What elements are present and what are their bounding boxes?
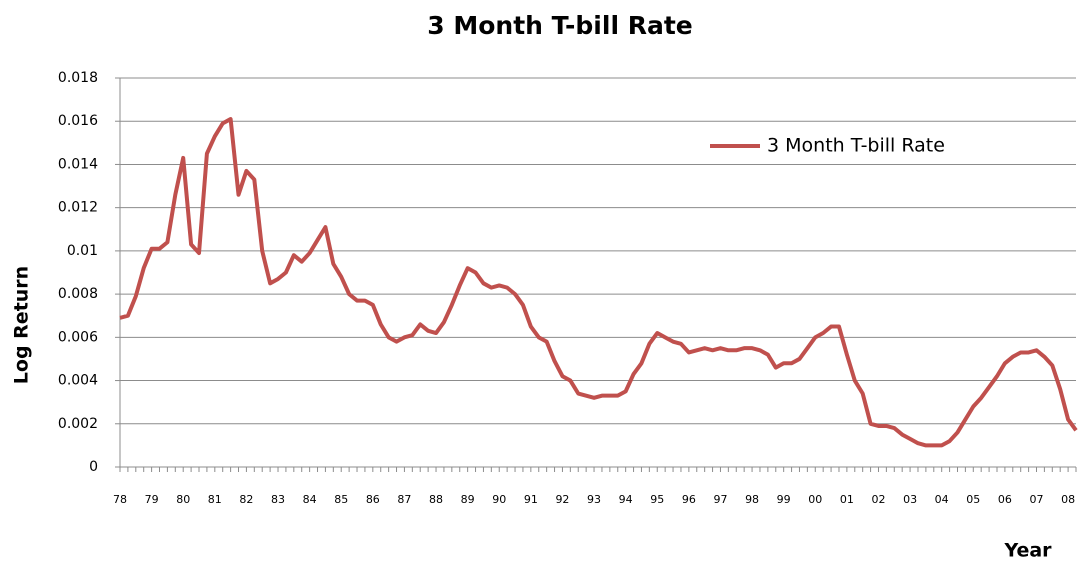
- x-tick-label: 02: [871, 493, 885, 506]
- x-tick-label: 03: [903, 493, 917, 506]
- x-tick-label: 05: [966, 493, 980, 506]
- x-tick-label: 07: [1029, 493, 1043, 506]
- x-tick-label: 94: [619, 493, 633, 506]
- x-tick-label: 01: [840, 493, 854, 506]
- x-tick-label: 84: [303, 493, 317, 506]
- x-tick-label: 93: [587, 493, 601, 506]
- line-series: [119, 117, 1078, 448]
- x-tick-label: 08: [1061, 493, 1075, 506]
- y-tick-label: 0.008: [58, 286, 98, 302]
- x-tick-label: 86: [366, 493, 380, 506]
- y-tick-label: 0.018: [58, 70, 98, 86]
- y-tick-label: 0.01: [67, 243, 98, 259]
- x-tick-label: 97: [713, 493, 727, 506]
- x-tick-label: 91: [524, 493, 538, 506]
- y-tick-label: 0.004: [58, 373, 98, 389]
- x-tick-label: 92: [555, 493, 569, 506]
- x-tick-label: 83: [271, 493, 285, 506]
- y-tick-label: 0.006: [58, 329, 98, 345]
- y-axis-label: Log Return: [11, 266, 33, 384]
- x-axis-label: Year: [1003, 540, 1052, 562]
- x-tick-label: 78: [113, 493, 127, 506]
- y-tick-label: 0.016: [58, 113, 98, 129]
- legend-label: 3 Month T-bill Rate: [767, 135, 945, 157]
- x-tick-label: 00: [808, 493, 822, 506]
- x-tick-label: 88: [429, 493, 443, 506]
- x-tick-label: 95: [650, 493, 664, 506]
- x-tick-label: 04: [935, 493, 949, 506]
- y-tick-label: 0.002: [58, 416, 98, 432]
- x-tick-label: 98: [745, 493, 759, 506]
- chart-title: 3 Month T-bill Rate: [427, 11, 693, 40]
- y-tick-label: 0.012: [58, 200, 98, 216]
- x-tick-label: 90: [492, 493, 506, 506]
- x-tick-label: 06: [998, 493, 1012, 506]
- y-tick-label: 0: [89, 459, 98, 475]
- x-tick-label: 79: [145, 493, 159, 506]
- x-tick-label: 81: [208, 493, 222, 506]
- x-tick-label: 87: [397, 493, 411, 506]
- x-tick-label: 82: [239, 493, 253, 506]
- x-tick-label: 99: [777, 493, 791, 506]
- x-tick-label: 89: [461, 493, 475, 506]
- x-tick-label: 85: [334, 493, 348, 506]
- x-tick-label: 96: [682, 493, 696, 506]
- x-tick-label: 80: [176, 493, 190, 506]
- y-tick-label: 0.014: [58, 156, 98, 172]
